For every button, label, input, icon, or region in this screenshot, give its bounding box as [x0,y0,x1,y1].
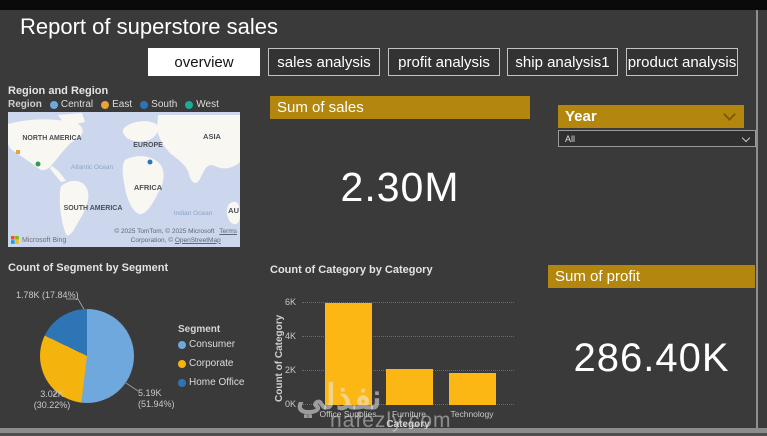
world-map[interactable]: NORTH AMERICA EUROPE ASIA AFRICA SOUTH A… [8,112,240,247]
map-bubble-west[interactable] [16,150,20,154]
xlabel-technology: Technology [450,409,494,419]
map-legend-east[interactable]: East [101,99,132,110]
corporate-dot-icon [178,359,186,368]
tab-sales-analysis[interactable]: sales analysis [268,48,380,76]
terms-link[interactable]: Terms [219,228,237,236]
segment-pie[interactable] [40,309,134,403]
attribution-line2: Corporation, © [130,236,175,244]
bar-title: Count of Category by Category [270,264,433,276]
home-office-dot-icon [178,378,186,387]
central-dot-icon [49,100,58,109]
bar-technology[interactable] [449,372,496,405]
pie-title: Count of Segment by Segment [8,262,169,274]
label-south-america: SOUTH AMERICA [64,205,123,212]
map-attribution: © 2025 TomTom, © 2025 Microsoft Terms Co… [114,228,237,245]
tab-overview[interactable]: overview [148,48,260,76]
pie-label-corporate: 3.02K (30.22%) [33,389,71,411]
gridline-4k [302,336,514,337]
tab-product-analysis[interactable]: product analysis [626,48,738,76]
pie-legend-consumer[interactable]: Consumer [178,339,235,350]
segment-pie-visual: Count of Segment by Segment 1.78K (17.84… [8,262,263,430]
consumer-dot-icon [178,340,186,349]
xlabel-office-supplies: Office Supplies [319,409,377,419]
gridline-6k [302,302,514,303]
bar-office-supplies[interactable] [325,303,372,405]
bar-y-axis-title: Count of Category [274,314,285,402]
sales-card-value: 2.30M [340,164,460,210]
map-legend-south[interactable]: South [140,99,177,110]
bar-furniture[interactable] [386,369,433,405]
ytick-2: 2K [284,365,296,375]
bottom-edge [0,433,767,436]
ytick-6: 6K [284,297,296,307]
label-europe: EUROPE [133,142,163,149]
profit-card-header: Sum of profit [548,265,755,288]
label-asia: ASIA [203,132,222,141]
watermark-arabic: نفذلي [296,378,382,417]
map-legend: Region Central East South West [8,99,219,110]
right-frame-line [756,10,758,436]
pie-legend-home-office[interactable]: Home Office [178,377,244,388]
microsoft-logo-icon [11,236,19,244]
world-map-svg: NORTH AMERICA EUROPE ASIA AFRICA SOUTH A… [8,112,240,247]
watermark-latin: nafezly.com [330,409,452,432]
category-bar-visual: Count of Category by Category Count of C… [268,262,520,432]
tab-ship-analysis1[interactable]: ship analysis1 [507,48,618,76]
bar-x-axis-title: Category [386,419,430,430]
label-indian-ocean: Indian Ocean [174,210,213,217]
year-slicer-dropdown[interactable]: All [558,130,756,147]
attribution-line1: © 2025 TomTom, © 2025 Microsoft [114,228,215,236]
openstreetmap-link[interactable]: OpenStreetMap [174,236,221,244]
map-bubble-central[interactable] [35,161,41,167]
ytick-0: 0K [284,399,296,409]
profit-card-value: 286.40K [573,336,730,380]
ytick-4: 4K [284,331,296,341]
map-legend-central[interactable]: Central [49,99,93,110]
year-slicer-value: All [565,133,576,144]
pie-label-consumer: 5.19K (51.94%) [138,388,175,410]
label-australia: AU [228,206,239,215]
label-africa: AFRICA [134,183,163,192]
page-title: Report of superstore sales [20,14,279,39]
pie-label-home-office: 1.78K (17.84%) [16,290,79,300]
east-dot-icon [101,100,110,109]
label-north-america: NORTH AMERICA [22,135,81,142]
map-legend-west[interactable]: West [185,99,219,110]
sales-card-header: Sum of sales [270,96,530,119]
label-atlantic-ocean: Atlantic Ocean [71,164,114,171]
year-slicer-header[interactable]: Year [558,105,744,128]
chevron-down-icon [723,108,736,121]
bing-brand-text: Microsoft Bing [22,236,67,244]
bing-logo: Microsoft Bing [11,236,66,244]
south-dot-icon [140,100,149,109]
dropdown-chevron-icon [741,133,751,142]
window-top-bar [0,0,767,10]
pie-legend-title: Segment [178,324,221,335]
bottom-scrollbar[interactable] [0,428,767,433]
map-bubble-east[interactable] [147,159,153,165]
xlabel-furniture: Furniture [391,409,426,419]
west-dot-icon [185,100,194,109]
map-legend-title: Region [8,99,42,110]
map-title: Region and Region [8,85,109,97]
pie-legend-corporate[interactable]: Corporate [178,358,233,369]
tab-profit-analysis[interactable]: profit analysis [388,48,500,76]
bar-plot-area [302,302,514,405]
